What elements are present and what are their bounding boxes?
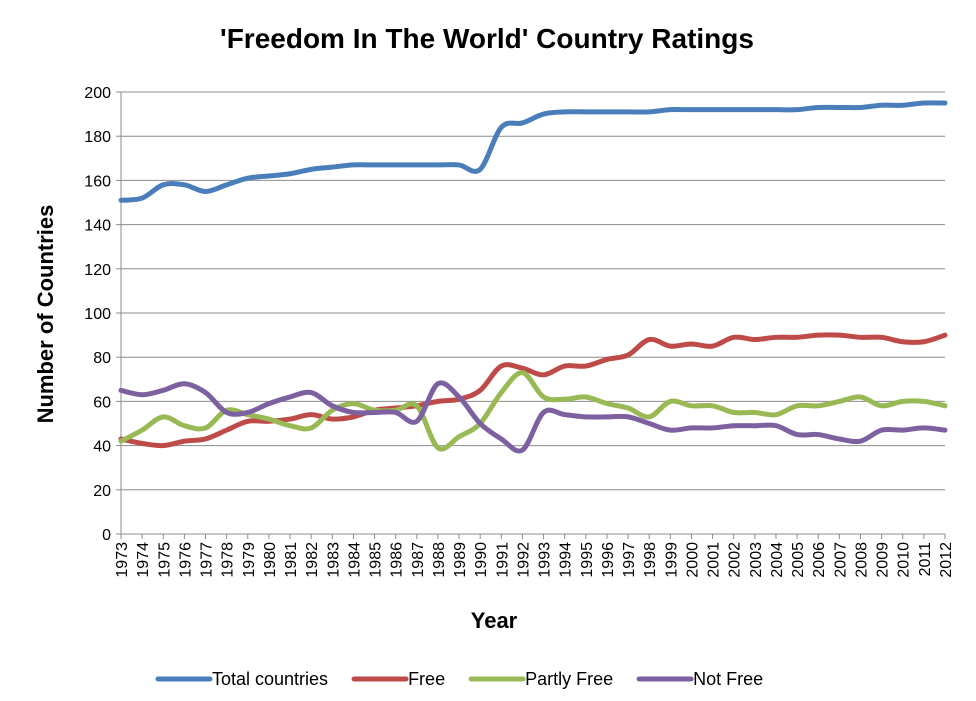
- x-tick-label: 1973: [114, 542, 131, 578]
- legend-label: Total countries: [212, 669, 328, 689]
- x-tick-label: 1974: [135, 542, 152, 578]
- series-line-partly-free: [118, 370, 948, 452]
- gridlines: [116, 91, 946, 539]
- y-tick-label: 0: [102, 527, 111, 544]
- x-tick-label: 2008: [853, 542, 870, 578]
- x-tick-label: 2002: [727, 542, 744, 578]
- legend-item-total-countries: Total countries: [155, 669, 328, 689]
- legend-item-not-free: Not Free: [636, 669, 763, 689]
- x-tick-label: 2001: [706, 542, 723, 578]
- x-tick-label: 1997: [621, 542, 638, 578]
- x-tick-label: 2005: [790, 542, 807, 578]
- x-tick-label: 1985: [368, 542, 385, 578]
- x-tick-label: 1984: [346, 542, 363, 578]
- x-tick-label: 1999: [663, 542, 680, 578]
- x-tick-label: 1980: [262, 542, 279, 578]
- legend-item-free: Free: [351, 669, 445, 689]
- x-tick-label: 1977: [199, 542, 216, 578]
- x-tick-label: 1992: [515, 542, 532, 578]
- y-tick-label: 20: [93, 483, 111, 500]
- y-tick-label: 100: [84, 306, 111, 323]
- x-tick-label: 2010: [896, 542, 913, 578]
- legend-item-partly-free: Partly Free: [468, 669, 613, 689]
- x-tick-label: 1979: [241, 542, 258, 578]
- y-axis-ticks: 0 20 40 60 80 100 120 140 160 180 200: [84, 85, 111, 544]
- x-tick-label: 1987: [410, 542, 427, 578]
- x-tick-label: 2000: [684, 542, 701, 578]
- x-tick-label: 1981: [283, 542, 300, 578]
- y-tick-label: 180: [84, 129, 111, 146]
- x-tick-label: 1982: [304, 542, 321, 578]
- y-tick-label: 80: [93, 350, 111, 367]
- x-tick-label: 1989: [452, 542, 469, 578]
- x-tick-label: 1993: [537, 542, 554, 578]
- legend-label: Free: [408, 669, 445, 689]
- x-tick-label: 1996: [600, 542, 617, 578]
- x-tick-label: 2004: [769, 542, 786, 578]
- y-tick-label: 140: [84, 218, 111, 235]
- x-tick-label: 1975: [156, 542, 173, 578]
- y-tick-label: 160: [84, 173, 111, 190]
- y-axis-title: Number of Countries: [33, 205, 58, 424]
- legend-label: Not Free: [693, 669, 763, 689]
- legend-label: Partly Free: [525, 669, 613, 689]
- x-tick-label: 1994: [558, 542, 575, 578]
- series-line-free: [118, 332, 948, 449]
- x-tick-label: 1978: [220, 542, 237, 578]
- x-tick-label: 1990: [473, 542, 490, 578]
- x-tick-label: 1986: [389, 542, 406, 578]
- x-tick-label: 2006: [811, 542, 828, 578]
- x-tick-label: 1983: [325, 542, 342, 578]
- series-lines: [118, 100, 948, 454]
- y-tick-label: 200: [84, 85, 111, 102]
- x-tick-label: 2007: [832, 542, 849, 578]
- x-tick-label: 2003: [748, 542, 765, 578]
- y-tick-label: 120: [84, 262, 111, 279]
- x-tick-label: 2011: [917, 542, 934, 577]
- x-tick-label: 1998: [642, 542, 659, 578]
- chart-title: 'Freedom In The World' Country Ratings: [220, 23, 754, 54]
- x-tick-label: 1988: [431, 542, 448, 578]
- x-axis-title: Year: [471, 608, 518, 633]
- y-tick-label: 60: [93, 394, 111, 411]
- series-line-total-countries: [118, 100, 948, 203]
- legend: Total countries Free Partly Free Not Free: [155, 669, 763, 689]
- x-tick-label: 1995: [579, 542, 596, 578]
- series-line-not-free: [118, 380, 948, 454]
- x-tick-label: 1991: [494, 542, 511, 578]
- x-tick-label: 2012: [938, 542, 955, 578]
- x-tick-label: 1976: [177, 542, 194, 578]
- x-tick-label: 2009: [875, 542, 892, 578]
- y-tick-label: 40: [93, 439, 111, 456]
- x-axis-ticks: 1973 1974 1975 1976 1977 1978 1979 1980 1981 1982…: [114, 542, 955, 578]
